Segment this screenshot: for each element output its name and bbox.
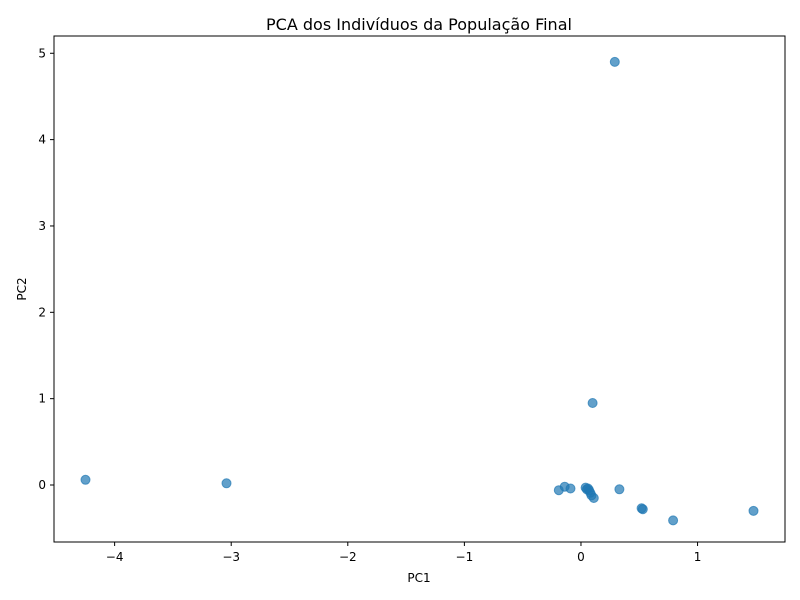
points-layer: [80, 56, 759, 526]
data-point-1: [80, 474, 91, 485]
y-tick-label: 5: [38, 46, 46, 60]
ticks-layer: −4 −3 −2 −1 0 1 0 1 2 3 4 5: [38, 46, 701, 564]
data-point-7: [565, 483, 576, 494]
y-axis-label: PC2: [15, 277, 29, 300]
x-tick-label: −2: [339, 550, 357, 564]
plot-frame: [53, 35, 786, 543]
data-point-18: [668, 515, 679, 526]
data-point-4: [587, 398, 598, 408]
y-tick-label: 4: [38, 133, 46, 147]
chart-title: PCA dos Indivíduos da População Final: [266, 15, 572, 34]
x-tick-label: −3: [222, 550, 240, 564]
data-point-2: [221, 478, 232, 489]
data-point-19: [748, 505, 759, 516]
y-tick-label: 2: [38, 305, 46, 319]
y-tick-label: 0: [38, 478, 46, 492]
x-tick-label: 1: [694, 550, 702, 564]
y-tick-label: 3: [38, 219, 46, 233]
data-point-17: [637, 504, 648, 515]
data-point-3: [609, 56, 620, 67]
y-tick-label: 1: [38, 392, 46, 406]
x-tick-label: −4: [106, 550, 124, 564]
x-axis-label: PC1: [407, 571, 430, 585]
x-tick-label: 0: [577, 550, 585, 564]
data-point-15: [614, 484, 625, 495]
x-tick-label: −1: [456, 550, 474, 564]
data-point-14: [588, 493, 599, 503]
